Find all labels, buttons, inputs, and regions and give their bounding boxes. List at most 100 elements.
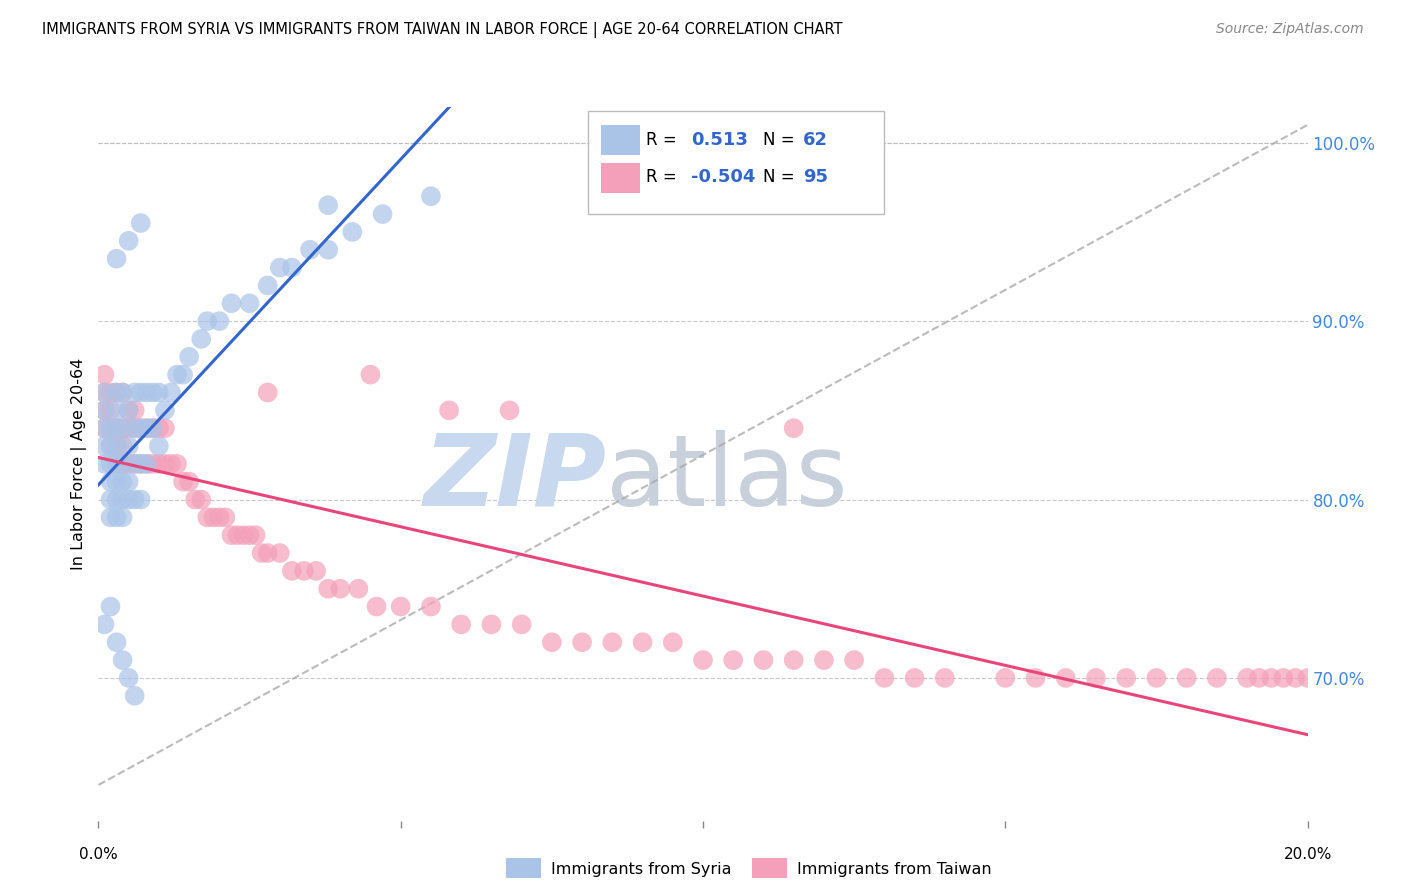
Point — [135, 421, 157, 435]
Text: R =: R = — [647, 131, 682, 149]
Point — [1296, 671, 1319, 685]
Point — [148, 439, 170, 453]
Point — [208, 314, 231, 328]
Point — [160, 457, 183, 471]
Point — [111, 475, 134, 489]
Point — [420, 189, 443, 203]
Text: N =: N = — [763, 168, 800, 186]
Point — [316, 198, 339, 212]
Point — [256, 278, 278, 293]
Point — [873, 671, 896, 685]
Point — [190, 332, 212, 346]
Point — [631, 635, 654, 649]
Point — [450, 617, 472, 632]
Point — [245, 528, 267, 542]
Point — [118, 439, 141, 453]
Point — [316, 243, 339, 257]
Text: 0.0%: 0.0% — [79, 847, 118, 863]
Point — [111, 457, 134, 471]
Point — [118, 671, 141, 685]
Point — [281, 564, 304, 578]
Point — [256, 546, 278, 560]
Point — [190, 492, 212, 507]
Point — [118, 403, 141, 417]
Point — [221, 296, 243, 310]
Point — [100, 475, 122, 489]
Point — [844, 653, 866, 667]
Point — [1249, 671, 1271, 685]
Point — [100, 492, 122, 507]
Point — [250, 546, 273, 560]
Point — [148, 457, 170, 471]
Text: 0.513: 0.513 — [690, 131, 748, 149]
Point — [360, 368, 382, 382]
Point — [105, 403, 128, 417]
Point — [269, 260, 291, 275]
Point — [129, 216, 152, 230]
Point — [124, 492, 146, 507]
Point — [100, 457, 122, 471]
Point — [510, 617, 533, 632]
Point — [105, 475, 128, 489]
Point — [994, 671, 1017, 685]
Point — [813, 653, 835, 667]
Point — [111, 510, 134, 524]
Point — [692, 653, 714, 667]
Point — [498, 403, 520, 417]
Point — [100, 421, 122, 435]
Point — [111, 385, 134, 400]
Point — [129, 421, 152, 435]
Point — [299, 243, 322, 257]
Point — [129, 421, 152, 435]
Point — [105, 492, 128, 507]
Point — [1054, 671, 1077, 685]
Point — [135, 457, 157, 471]
Point — [226, 528, 249, 542]
Point — [135, 457, 157, 471]
Point — [100, 385, 122, 400]
Point — [292, 564, 315, 578]
Point — [111, 492, 134, 507]
Point — [135, 385, 157, 400]
Point — [347, 582, 370, 596]
Point — [93, 457, 115, 471]
Point — [100, 421, 122, 435]
Point — [100, 599, 122, 614]
Point — [118, 403, 141, 417]
Point — [202, 510, 225, 524]
Point — [93, 403, 115, 417]
Point — [111, 653, 134, 667]
Point — [540, 635, 562, 649]
Point — [153, 457, 176, 471]
Y-axis label: In Labor Force | Age 20-64: In Labor Force | Age 20-64 — [72, 358, 87, 570]
Text: ZIP: ZIP — [423, 430, 606, 526]
Point — [232, 528, 254, 542]
Point — [602, 635, 624, 649]
Point — [256, 385, 278, 400]
Point — [93, 403, 115, 417]
Point — [105, 439, 128, 453]
Point — [118, 457, 141, 471]
Point — [111, 439, 134, 453]
Point — [124, 689, 146, 703]
Point — [160, 385, 183, 400]
Text: Immigrants from Syria: Immigrants from Syria — [551, 863, 731, 877]
Point — [371, 207, 394, 221]
Point — [124, 457, 146, 471]
Point — [342, 225, 364, 239]
Point — [1085, 671, 1108, 685]
Point — [105, 421, 128, 435]
Point — [129, 492, 152, 507]
Point — [179, 350, 201, 364]
Point — [148, 421, 170, 435]
Text: -0.504: -0.504 — [690, 168, 755, 186]
Point — [100, 510, 122, 524]
Point — [124, 385, 146, 400]
Point — [93, 385, 115, 400]
Point — [100, 403, 122, 417]
Point — [221, 528, 243, 542]
Text: IMMIGRANTS FROM SYRIA VS IMMIGRANTS FROM TAIWAN IN LABOR FORCE | AGE 20-64 CORRE: IMMIGRANTS FROM SYRIA VS IMMIGRANTS FROM… — [42, 22, 842, 38]
Point — [1175, 671, 1198, 685]
Point — [142, 421, 165, 435]
Point — [111, 385, 134, 400]
